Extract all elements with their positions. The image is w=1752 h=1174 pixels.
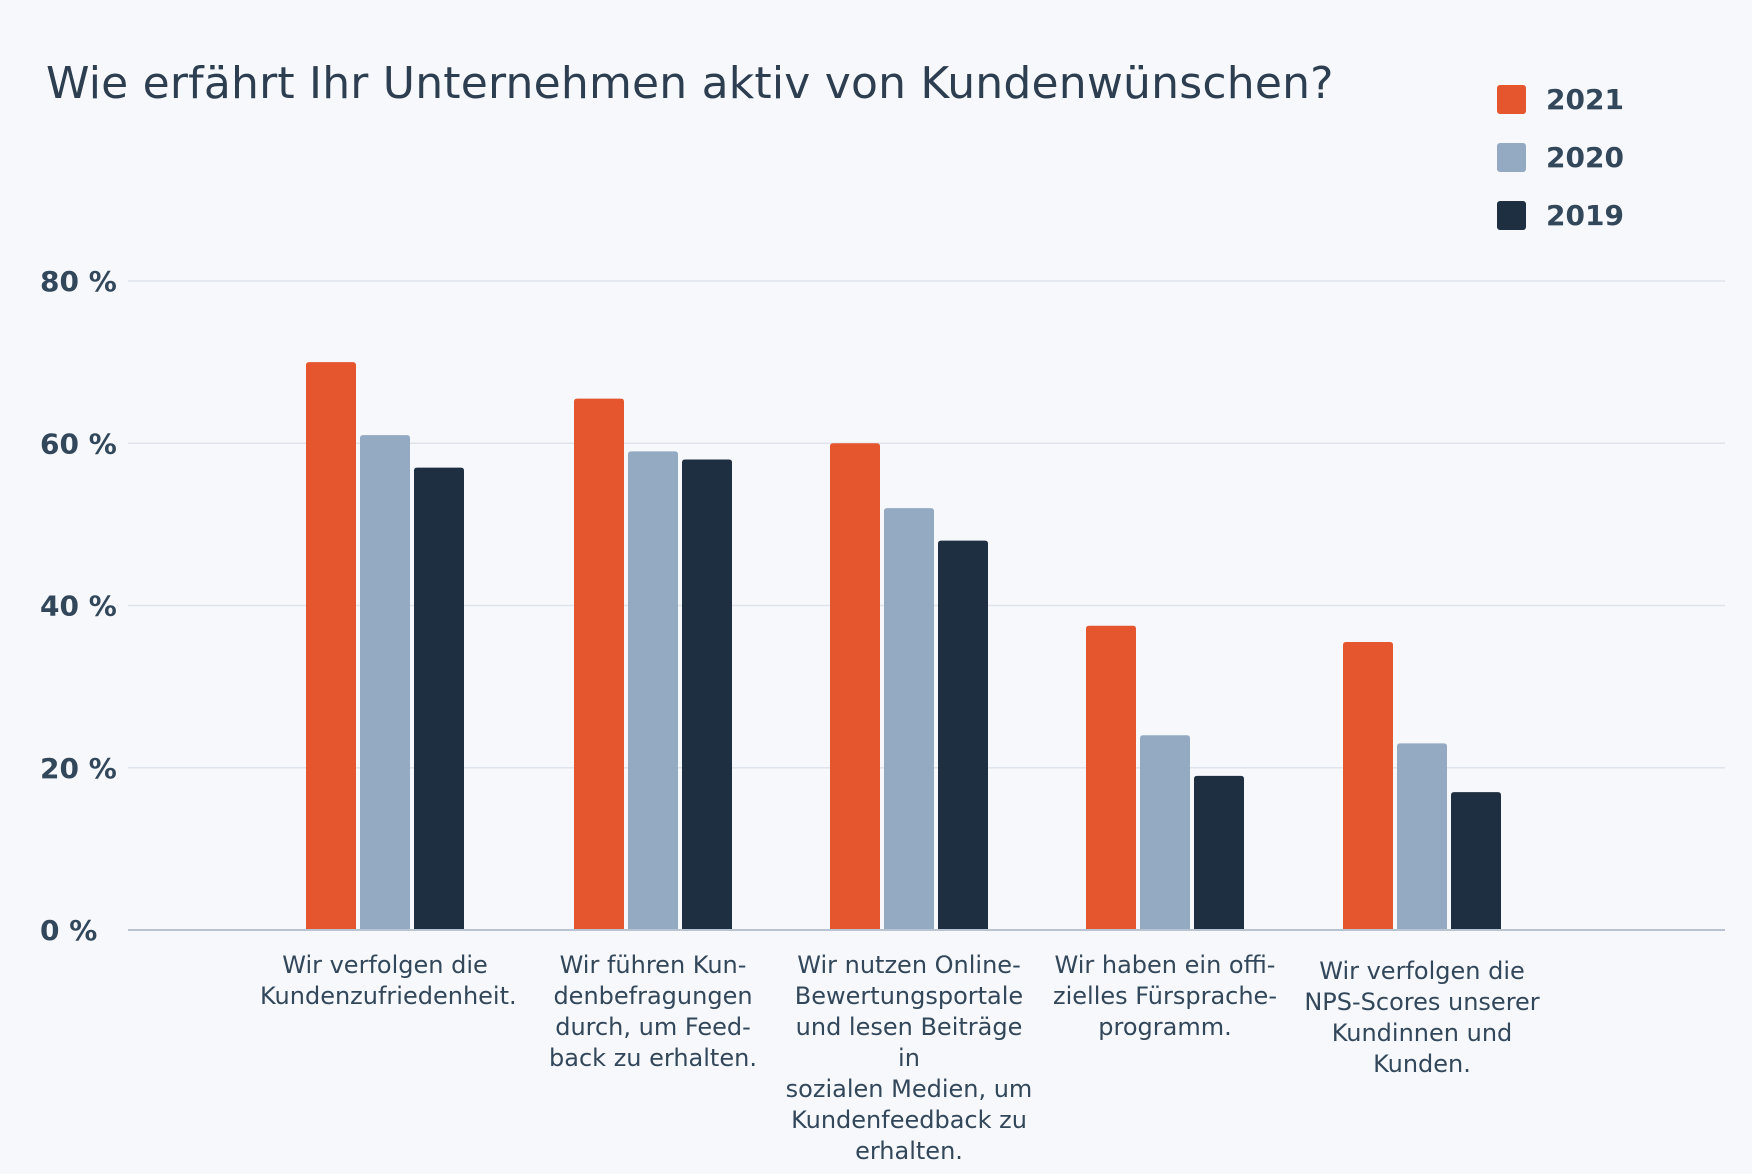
y-tick-label: 60 % <box>40 427 117 460</box>
bar-2020-category-5 <box>1397 743 1447 930</box>
bar-2021-category-1 <box>306 362 356 930</box>
bar-2019-category-5 <box>1451 792 1501 930</box>
legend-label-2019: 2019 <box>1546 198 1624 232</box>
x-category-label-4: Wir haben ein offi-zielles Fürsprache-pr… <box>1040 950 1290 1043</box>
x-category-label-line: back zu erhalten. <box>549 1044 757 1072</box>
x-category-label-line: und lesen Beiträge in <box>795 1013 1023 1072</box>
x-category-label-line: Kunden. <box>1373 1050 1471 1078</box>
x-category-label-line: durch, um Feed- <box>555 1013 751 1041</box>
legend-swatch-2021 <box>1497 84 1526 114</box>
bar-2020-category-4 <box>1140 735 1190 930</box>
x-category-label-line: Kundenzufriedenheit. <box>260 982 517 1010</box>
bar-2020-category-1 <box>360 435 410 930</box>
x-category-label-line: NPS-Scores unserer <box>1304 988 1540 1016</box>
bar-2019-category-2 <box>682 459 732 930</box>
bar-2019-category-4 <box>1194 775 1244 930</box>
bar-2021-category-3 <box>830 443 880 930</box>
x-category-label-1: Wir verfolgen die Kundenzufriedenheit. <box>260 950 517 1012</box>
legend-swatch-2019 <box>1497 200 1526 230</box>
bar-2021-category-2 <box>574 398 624 931</box>
bar-2019-category-3 <box>938 540 988 930</box>
x-category-label-line: Wir nutzen Online- <box>797 951 1021 979</box>
bars <box>306 362 1501 931</box>
y-tick-label: 80 % <box>40 265 117 298</box>
x-category-label-line: erhalten. <box>855 1137 963 1165</box>
legend-item-2019: 2019 <box>1497 186 1624 244</box>
legend-label-2021: 2021 <box>1546 82 1624 116</box>
legend-item-2020: 2020 <box>1497 128 1624 186</box>
x-category-label-line: programm. <box>1098 1013 1232 1041</box>
bar-2019-category-1 <box>414 467 464 930</box>
x-category-label-line: zielles Fürsprache- <box>1053 982 1277 1010</box>
x-category-label-5: Wir verfolgen die NPS-Scores unserer Kundi… <box>1297 956 1547 1080</box>
chart-title: Wie erfährt Ihr Unternehmen aktiv von Ku… <box>46 58 1334 109</box>
legend-label-2020: 2020 <box>1546 140 1624 174</box>
legend-item-2021: 2021 <box>1497 70 1624 128</box>
bar-2021-category-5 <box>1343 642 1393 930</box>
y-tick-label: 0 % <box>40 914 97 947</box>
x-category-label-line: Kundenfeedback zu <box>791 1106 1027 1134</box>
x-category-label-line: denbefragungen <box>553 982 753 1010</box>
x-category-label-line: Wir haben ein offi- <box>1054 951 1276 979</box>
x-category-label-2: Wir führen Kun-denbefragungen durch, um F… <box>528 950 778 1074</box>
x-category-label-line: sozialen Medien, um <box>785 1075 1033 1103</box>
x-category-label-line: Wir verfolgen die <box>1319 957 1525 985</box>
x-category-label-line: Bewertungsportale <box>794 982 1024 1010</box>
bar-2021-category-4 <box>1086 625 1136 930</box>
x-category-label-line: Wir führen Kun- <box>559 951 747 979</box>
y-axis-ticks: 0 % 20 % 40 % 60 % 80 % <box>40 265 117 947</box>
x-category-label-line: Kundinnen und <box>1331 1019 1513 1047</box>
y-tick-label: 40 % <box>40 590 117 623</box>
y-tick-label: 20 % <box>40 752 117 785</box>
x-category-label-line: Wir verfolgen die <box>282 951 488 979</box>
legend: 2021 2020 2019 <box>1497 70 1624 244</box>
bar-2020-category-2 <box>628 451 678 930</box>
legend-swatch-2020 <box>1497 142 1526 172</box>
bar-2020-category-3 <box>884 508 934 930</box>
x-category-label-3: Wir nutzen Online- Bewertungsportale und l… <box>784 950 1034 1167</box>
